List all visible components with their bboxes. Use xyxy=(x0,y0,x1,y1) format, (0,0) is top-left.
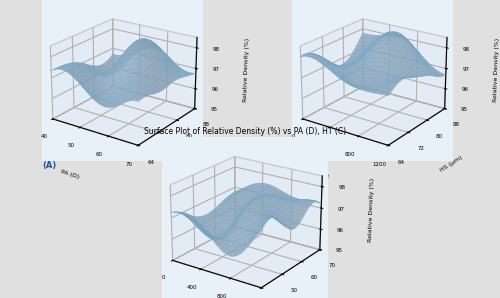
Text: (A): (A) xyxy=(42,161,56,170)
Text: (B): (B) xyxy=(292,161,306,170)
Y-axis label: HS (μm): HS (μm) xyxy=(190,155,214,173)
Y-axis label: HS (μm): HS (μm) xyxy=(440,155,464,173)
X-axis label: PA (D): PA (D) xyxy=(60,169,80,180)
Title: Surface Plot of Relative Density (%) vs PA (D), HT (C): Surface Plot of Relative Density (%) vs … xyxy=(144,127,346,136)
X-axis label: HT (C): HT (C) xyxy=(310,169,330,180)
